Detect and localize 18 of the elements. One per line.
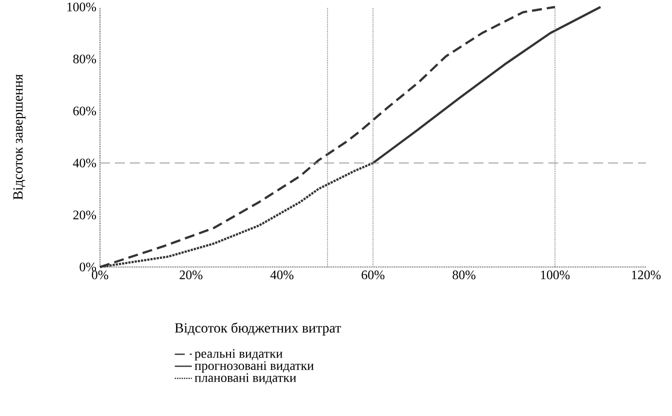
y-tick-label: 20% — [73, 210, 96, 220]
y-tick-label: 100% — [67, 2, 96, 12]
x-tick-label: 20% — [180, 270, 202, 280]
y-axis-title: Відсоток завершення — [13, 74, 26, 200]
x-axis-title: Відсоток бюджетних витрат — [174, 322, 341, 336]
x-tick-label: 120% — [632, 270, 661, 280]
x-tick-label: 60% — [362, 270, 384, 280]
legend-label: плановані видатки — [194, 373, 296, 384]
y-tick-label: 40% — [72, 158, 96, 168]
y-tick-label: 0% — [80, 262, 96, 272]
legend-label: реальні видатки — [194, 349, 282, 361]
y-tick-label: 80% — [73, 54, 96, 64]
x-tick-label: 100% — [541, 270, 570, 280]
x-tick-label: 80% — [452, 270, 476, 280]
x-tick-label: 40% — [270, 270, 294, 280]
x-tick-label: 0% — [92, 270, 108, 280]
legend-label: прогнозовані видатки — [194, 361, 314, 373]
y-tick-label: 60% — [73, 106, 96, 116]
